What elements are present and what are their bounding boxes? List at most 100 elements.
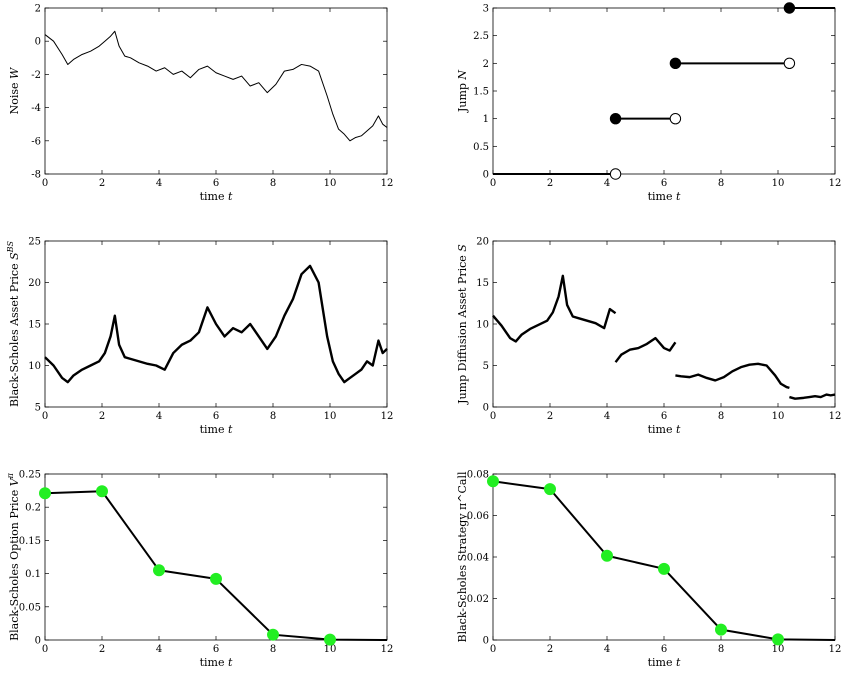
- data-point-marker: [324, 633, 336, 646]
- x-tick-label: 6: [213, 644, 219, 655]
- x-tick-label: 0: [42, 644, 48, 655]
- y-axis-label: Jump N: [456, 70, 469, 113]
- x-tick-label: 6: [661, 178, 667, 189]
- x-tick-label: 4: [604, 178, 610, 189]
- x-tick-label: 10: [324, 644, 337, 655]
- x-tick-label: 2: [99, 644, 105, 655]
- data-point-marker: [601, 549, 613, 562]
- x-tick-label: 12: [829, 644, 842, 655]
- y-tick-label: 1.5: [473, 87, 489, 98]
- data-point-marker: [39, 487, 51, 500]
- y-tick-label: 0: [35, 37, 41, 48]
- plot-frame: [492, 240, 836, 408]
- y-tick-label: 0: [35, 636, 41, 647]
- x-tick-label: 2: [547, 178, 553, 189]
- y-tick-label: 15: [28, 320, 41, 331]
- x-tick-label: 12: [381, 178, 394, 189]
- x-tick-label: 10: [324, 411, 337, 422]
- plot-frame: [492, 7, 836, 175]
- y-tick-label: 0: [483, 636, 489, 647]
- series-line: [789, 393, 836, 400]
- y-tick-label: -6: [31, 136, 41, 147]
- x-tick-label: 10: [772, 178, 785, 189]
- y-tick-label: 0.06: [467, 511, 489, 522]
- y-tick-label: 0.02: [467, 594, 489, 605]
- y-tick-label: 0.04: [467, 553, 489, 564]
- x-axis-label: time t: [648, 190, 681, 203]
- y-tick-label: 15: [476, 278, 489, 289]
- y-tick-label: 0.15: [19, 536, 41, 547]
- x-tick-label: 8: [270, 178, 276, 189]
- data-point-marker: [210, 572, 222, 585]
- closed-point-marker: [669, 57, 682, 70]
- data-point-marker: [487, 475, 499, 488]
- panel-bs-strategy: 0 2 4 6 8 10 12 0 0.02 0.04 0.06 0.08 time t Black-Sc…: [456, 470, 841, 670]
- panel-bs-asset: 0 2 4 6 8 10 12 5 10 15 20 25 time t Black-Scholes As…: [6, 237, 393, 437]
- plot-frame: [44, 473, 388, 641]
- x-tick-label: 4: [156, 644, 162, 655]
- x-tick-label: 10: [324, 178, 337, 189]
- x-tick-label: 8: [718, 644, 724, 655]
- y-tick-label: 10: [28, 361, 41, 372]
- x-tick-label: 12: [829, 411, 842, 422]
- y-tick-label: 0.5: [473, 142, 489, 153]
- y-axis-label: Black-Scholes Option Price Vπ: [6, 472, 21, 641]
- x-tick-label: 0: [490, 178, 496, 189]
- x-tick-label: 12: [381, 411, 394, 422]
- x-tick-label: 6: [213, 178, 219, 189]
- series-line: [614, 336, 677, 363]
- y-tick-label: -2: [31, 70, 41, 81]
- y-tick-label: 20: [28, 278, 41, 289]
- y-tick-label: 1: [483, 114, 489, 125]
- series-line: [44, 264, 388, 384]
- y-tick-label: 2: [483, 59, 489, 70]
- open-point-marker: [783, 57, 796, 70]
- x-tick-label: 0: [490, 411, 496, 422]
- x-tick-label: 2: [547, 411, 553, 422]
- data-point-marker: [544, 483, 556, 496]
- y-tick-label: 2.5: [473, 31, 489, 42]
- y-tick-label: -8: [31, 170, 41, 181]
- x-tick-label: 6: [661, 411, 667, 422]
- x-tick-label: 2: [99, 178, 105, 189]
- y-tick-label: 0.05: [19, 602, 41, 613]
- plot-frame: [44, 7, 388, 175]
- panel-jd-asset: 0 2 4 6 8 10 12 0 5 10 15 20 time t Jump Diffusion As…: [456, 237, 841, 437]
- y-tick-label: -4: [31, 103, 41, 114]
- closed-point-marker: [783, 2, 796, 14]
- plot-frame: [492, 473, 836, 641]
- open-point-marker: [669, 112, 682, 125]
- data-point-marker: [715, 623, 727, 636]
- y-tick-label: 2: [35, 4, 41, 15]
- y-tick-label: 0.1: [25, 569, 41, 580]
- x-axis-label: time t: [200, 656, 233, 669]
- y-tick-label: 0.08: [467, 470, 489, 481]
- data-point-marker: [772, 633, 784, 646]
- x-tick-label: 0: [490, 644, 496, 655]
- y-tick-label: 0: [483, 403, 489, 414]
- panel-jump: 0 2 4 6 8 10 12 0 0.5 1 1.5 2 2.5 3 time t Jump N: [456, 2, 841, 203]
- x-tick-label: 8: [270, 411, 276, 422]
- y-tick-label: 3: [483, 4, 489, 15]
- series-line: [675, 362, 790, 390]
- y-axis-label: Jump Diffusion Asset Price S: [456, 244, 469, 405]
- y-tick-label: 20: [476, 237, 489, 248]
- x-tick-label: 6: [661, 644, 667, 655]
- x-axis-label: time t: [200, 423, 233, 436]
- y-tick-label: 5: [483, 361, 489, 372]
- x-tick-label: 8: [270, 644, 276, 655]
- y-tick-label: 10: [476, 320, 489, 331]
- x-tick-label: 0: [42, 178, 48, 189]
- data-point-marker: [96, 485, 108, 498]
- data-point-marker: [658, 562, 670, 575]
- y-axis-label: Noise W: [8, 66, 21, 114]
- x-axis-label: time t: [648, 656, 681, 669]
- data-point-marker: [267, 628, 279, 641]
- y-tick-label: 5: [35, 403, 41, 414]
- x-tick-label: 8: [718, 411, 724, 422]
- open-point-marker: [609, 168, 622, 180]
- y-tick-label: 0: [483, 170, 489, 181]
- x-axis-label: time t: [200, 190, 233, 203]
- x-tick-label: 2: [547, 644, 553, 655]
